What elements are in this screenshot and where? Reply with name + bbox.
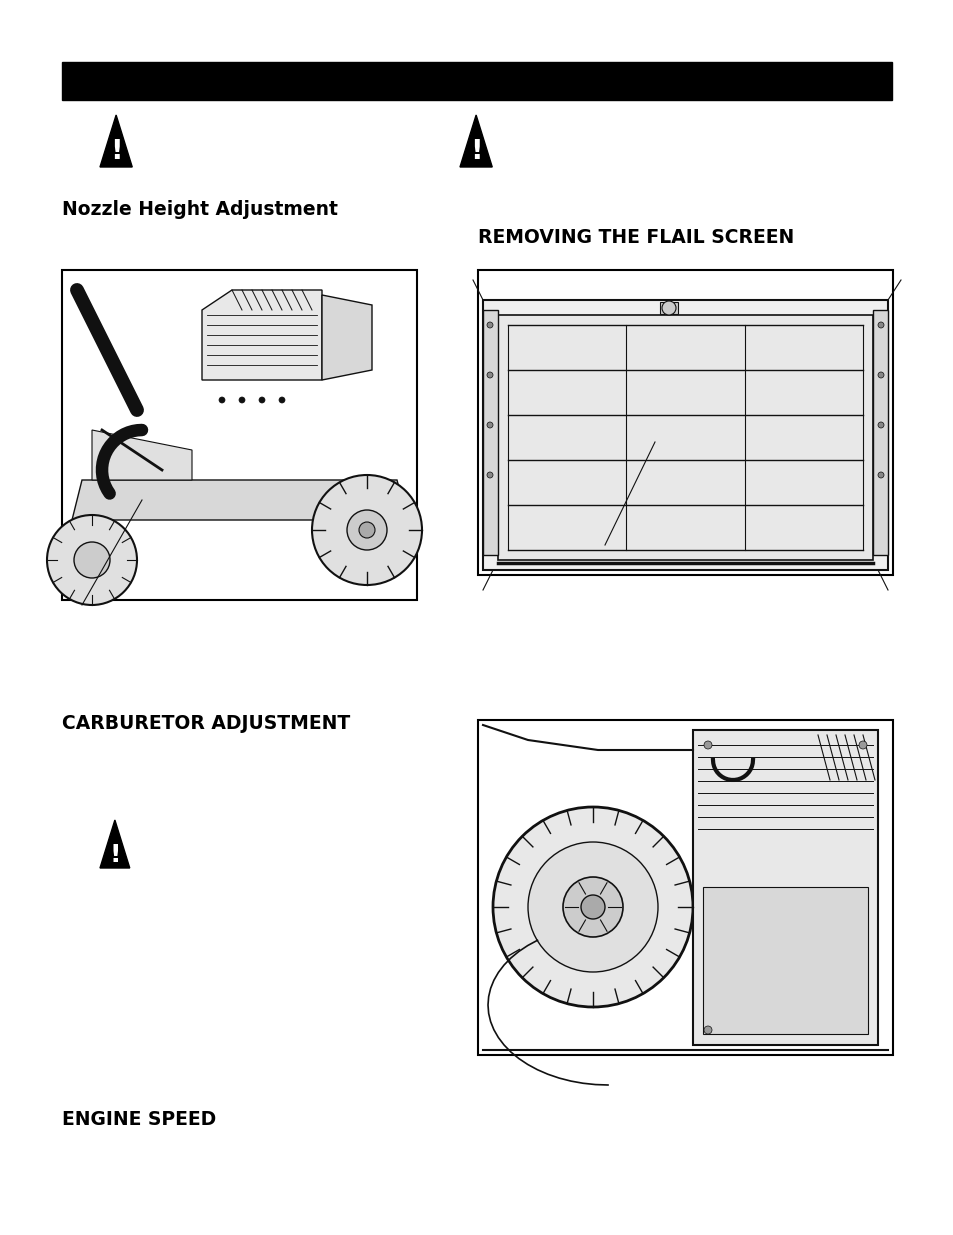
Circle shape xyxy=(47,515,137,605)
Circle shape xyxy=(703,741,711,748)
Circle shape xyxy=(877,422,883,429)
Polygon shape xyxy=(202,290,322,380)
Bar xyxy=(702,887,867,1034)
Circle shape xyxy=(278,396,285,403)
Circle shape xyxy=(486,322,493,329)
Circle shape xyxy=(258,396,265,403)
Circle shape xyxy=(486,472,493,478)
Circle shape xyxy=(527,842,658,972)
Text: Nozzle Height Adjustment: Nozzle Height Adjustment xyxy=(62,200,337,219)
Circle shape xyxy=(877,322,883,329)
Bar xyxy=(477,720,892,1055)
Bar xyxy=(872,310,887,555)
Text: REMOVING THE FLAIL SCREEN: REMOVING THE FLAIL SCREEN xyxy=(477,228,794,247)
Text: ENGINE SPEED: ENGINE SPEED xyxy=(62,1110,216,1129)
Bar xyxy=(482,310,497,555)
Circle shape xyxy=(661,301,676,315)
Circle shape xyxy=(703,1026,711,1034)
Circle shape xyxy=(580,895,604,919)
Circle shape xyxy=(74,542,110,578)
Bar xyxy=(477,270,892,576)
Circle shape xyxy=(239,396,245,403)
Circle shape xyxy=(347,510,387,550)
Circle shape xyxy=(312,475,421,585)
Text: !: ! xyxy=(110,140,122,165)
Circle shape xyxy=(877,472,883,478)
Circle shape xyxy=(358,522,375,538)
Bar xyxy=(62,62,891,100)
Text: !: ! xyxy=(109,842,120,867)
Polygon shape xyxy=(100,115,132,167)
Circle shape xyxy=(493,806,692,1007)
Bar xyxy=(659,303,678,314)
Polygon shape xyxy=(459,115,492,167)
Circle shape xyxy=(219,396,225,403)
Circle shape xyxy=(877,372,883,378)
Bar xyxy=(497,315,872,559)
Circle shape xyxy=(562,877,622,937)
Polygon shape xyxy=(100,820,130,868)
Circle shape xyxy=(486,422,493,429)
Circle shape xyxy=(858,741,866,748)
Polygon shape xyxy=(322,295,372,380)
Text: CARBURETOR ADJUSTMENT: CARBURETOR ADJUSTMENT xyxy=(62,714,350,734)
Bar xyxy=(482,300,887,571)
Polygon shape xyxy=(71,480,407,520)
Circle shape xyxy=(486,372,493,378)
Polygon shape xyxy=(91,430,192,480)
Bar xyxy=(62,270,416,600)
Text: !: ! xyxy=(469,140,482,165)
Bar xyxy=(692,730,877,1045)
